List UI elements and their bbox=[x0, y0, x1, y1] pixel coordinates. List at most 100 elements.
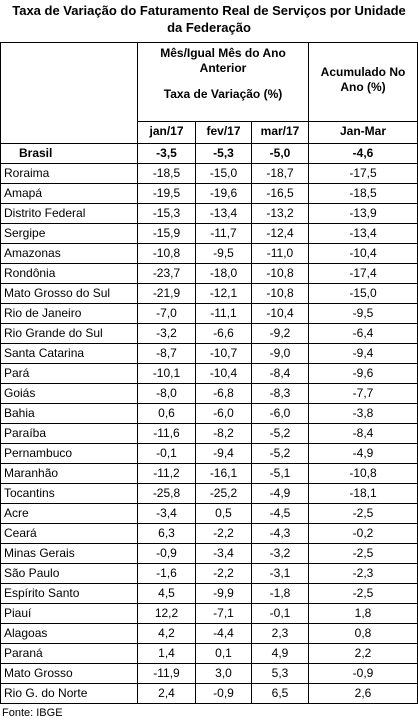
accum-label: Acumulado No Ano (%) bbox=[308, 42, 418, 122]
value-cell: -10,4 bbox=[308, 243, 418, 264]
header-empty bbox=[0, 42, 138, 144]
header-group: Mês/Igual Mês do Ano Anterior Taxa de Var… bbox=[136, 42, 310, 122]
value-cell: -2,2 bbox=[195, 563, 252, 584]
state-row: Acre -3,4 0,5 -4,5 -2,5 bbox=[0, 503, 418, 524]
value-cell: -9,0 bbox=[250, 343, 310, 364]
state-name: Goiás bbox=[0, 383, 138, 404]
value-cell: -25,8 bbox=[137, 483, 196, 504]
state-name: Rio de Janeiro bbox=[0, 303, 138, 324]
brasil-row: Brasil -3,5 -5,3 -5,0 -4,6 bbox=[0, 143, 418, 164]
value-cell: 4,5 bbox=[137, 583, 196, 604]
value-cell: -6,0 bbox=[250, 403, 310, 424]
value-cell: -6,6 bbox=[195, 323, 252, 344]
value-cell: -0,9 bbox=[308, 663, 418, 684]
value-cell: -8,4 bbox=[250, 363, 310, 384]
value-cell: -11,6 bbox=[137, 423, 196, 444]
value-cell: -10,1 bbox=[137, 363, 196, 384]
value-cell: -21,9 bbox=[137, 283, 196, 304]
value-cell: -4,9 bbox=[250, 483, 310, 504]
value-cell: -1,6 bbox=[137, 563, 196, 584]
value-cell: -13,9 bbox=[308, 203, 418, 224]
table-body: Mês/Igual Mês do Ano Anterior Taxa de Var… bbox=[0, 42, 418, 704]
value-cell: -3,5 bbox=[137, 143, 196, 164]
value-cell: -18,5 bbox=[137, 163, 196, 184]
column-label: jan/17 bbox=[137, 121, 196, 144]
value-cell: -8,0 bbox=[137, 383, 196, 404]
value-cell: -9,9 bbox=[195, 583, 252, 604]
value-cell: -15,9 bbox=[137, 223, 196, 244]
state-row: Alagoas 4,2 -4,4 2,3 0,8 bbox=[0, 623, 418, 644]
state-name: Roraima bbox=[0, 163, 138, 184]
state-name: Tocantins bbox=[0, 483, 138, 504]
value-cell: 2,6 bbox=[308, 683, 418, 704]
state-row: Rio Grande do Sul -3,2 -6,6 -9,2 -6,4 bbox=[0, 323, 418, 344]
value-cell: -18,5 bbox=[308, 183, 418, 204]
value-cell: -10,8 bbox=[250, 283, 310, 304]
value-cell: 6,3 bbox=[137, 523, 196, 544]
state-row: Mato Grosso do Sul -21,9 -12,1 -10,8 -15,0 bbox=[0, 283, 418, 304]
state-row: Roraima -18,5 -15,0 -18,7 -17,5 bbox=[0, 163, 418, 184]
value-cell: -6,0 bbox=[195, 403, 252, 424]
state-name: Maranhão bbox=[0, 463, 138, 484]
value-cell: -17,5 bbox=[308, 163, 418, 184]
value-cell: -9,5 bbox=[308, 303, 418, 324]
value-cell: -4,3 bbox=[250, 523, 310, 544]
value-cell: -18,1 bbox=[308, 483, 418, 504]
state-name: São Paulo bbox=[0, 563, 138, 584]
state-row: Goiás -8,0 -6,8 -8,3 -7,7 bbox=[0, 383, 418, 404]
value-cell: -7,1 bbox=[195, 603, 252, 624]
state-name: Paraná bbox=[0, 643, 138, 664]
source: Fonte: IBGE bbox=[2, 707, 63, 719]
value-cell: -0,9 bbox=[137, 543, 196, 564]
state-row: Amazonas -10,8 -9,5 -11,0 -10,4 bbox=[0, 243, 418, 264]
value-cell: -3,2 bbox=[137, 323, 196, 344]
value-cell: -10,8 bbox=[250, 263, 310, 284]
value-cell: -11,1 bbox=[195, 303, 252, 324]
state-row: Paraná 1,4 0,1 4,9 2,2 bbox=[0, 643, 418, 664]
value-cell: -3,4 bbox=[195, 543, 252, 564]
state-row: Mato Grosso -11,9 3,0 5,3 -0,9 bbox=[0, 663, 418, 684]
state-name: Pernambuco bbox=[0, 443, 138, 464]
value-cell: -15,3 bbox=[137, 203, 196, 224]
value-cell: -18,0 bbox=[195, 263, 252, 284]
value-cell: -5,2 bbox=[250, 423, 310, 444]
column-label: Jan-Mar bbox=[308, 121, 418, 144]
state-name: Alagoas bbox=[0, 623, 138, 644]
value-cell: -9,2 bbox=[250, 323, 310, 344]
value-cell: 12,2 bbox=[137, 603, 196, 624]
state-name: Rondônia bbox=[0, 263, 138, 284]
value-cell: -25,2 bbox=[195, 483, 252, 504]
value-cell: -2,5 bbox=[308, 543, 418, 564]
state-name: Acre bbox=[0, 503, 138, 524]
value-cell: -8,7 bbox=[137, 343, 196, 364]
state-row: Maranhão -11,2 -16,1 -5,1 -10,8 bbox=[0, 463, 418, 484]
value-cell: 1,4 bbox=[137, 643, 196, 664]
value-cell: 2,3 bbox=[250, 623, 310, 644]
title: Taxa de Variação do Faturamento Real de … bbox=[12, 3, 406, 35]
state-row: Ceará 6,3 -2,2 -4,3 -0,2 bbox=[0, 523, 418, 544]
value-cell: -5,3 bbox=[195, 143, 252, 164]
state-row: Espírito Santo 4,5 -9,9 -1,8 -2,5 bbox=[0, 583, 418, 604]
value-cell: 2,2 bbox=[308, 643, 418, 664]
state-name: Pará bbox=[0, 363, 138, 384]
state-name: Rio G. do Norte bbox=[0, 683, 138, 704]
column-label: fev/17 bbox=[195, 121, 252, 144]
value-cell: -15,0 bbox=[195, 163, 252, 184]
value-cell: -4,9 bbox=[308, 443, 418, 464]
value-cell: -16,5 bbox=[250, 183, 310, 204]
state-row: Amapá -19,5 -19,6 -16,5 -18,5 bbox=[0, 183, 418, 204]
value-cell: -15,0 bbox=[308, 283, 418, 304]
value-cell: -13,4 bbox=[308, 223, 418, 244]
column-label: mar/17 bbox=[250, 121, 310, 144]
state-row: Minas Gerais -0,9 -3,4 -3,2 -2,5 bbox=[0, 543, 418, 564]
value-cell: 4,2 bbox=[137, 623, 196, 644]
value-cell: -3,8 bbox=[308, 403, 418, 424]
state-name: Amazonas bbox=[0, 243, 138, 264]
value-cell: -8,2 bbox=[195, 423, 252, 444]
state-name: Distrito Federal bbox=[0, 203, 138, 224]
state-row: Paraíba -11,6 -8,2 -5,2 -8,4 bbox=[0, 423, 418, 444]
state-name: Minas Gerais bbox=[0, 543, 138, 564]
value-cell: -9,4 bbox=[308, 343, 418, 364]
value-cell: -6,4 bbox=[308, 323, 418, 344]
